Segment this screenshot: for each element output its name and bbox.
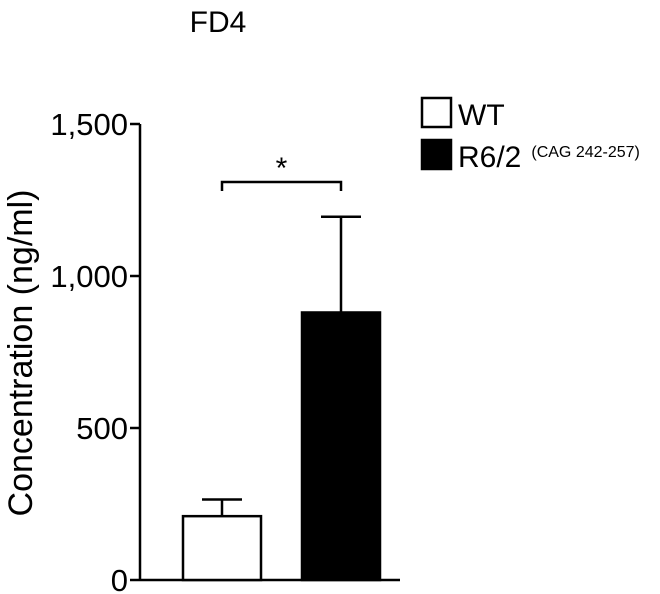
significance-annotation: * [220, 152, 343, 191]
bars [181, 215, 382, 582]
legend-swatch [420, 96, 453, 129]
legend-label: WT [458, 99, 505, 132]
legend-swatch [420, 138, 453, 171]
y-axis-label: Concentration (ng/ml) [2, 190, 40, 517]
bar-r6-2 [300, 311, 382, 582]
significance-bracket [220, 180, 343, 191]
legend-sublabel: (CAG 242-257) [531, 144, 640, 161]
y-tick-label: 500 [76, 411, 128, 446]
significance-star: * [276, 152, 288, 185]
y-tick-label: 1,000 [50, 259, 128, 294]
legend-label: R6/2 (CAG 242-257) [458, 141, 640, 174]
legend: WT R6/2 (CAG 242-257) [420, 96, 640, 174]
bar-wt [181, 514, 263, 582]
chart-title: FD4 [190, 6, 247, 39]
y-tick-label: 0 [111, 563, 128, 594]
y-tick-label: 1,500 [50, 107, 128, 142]
